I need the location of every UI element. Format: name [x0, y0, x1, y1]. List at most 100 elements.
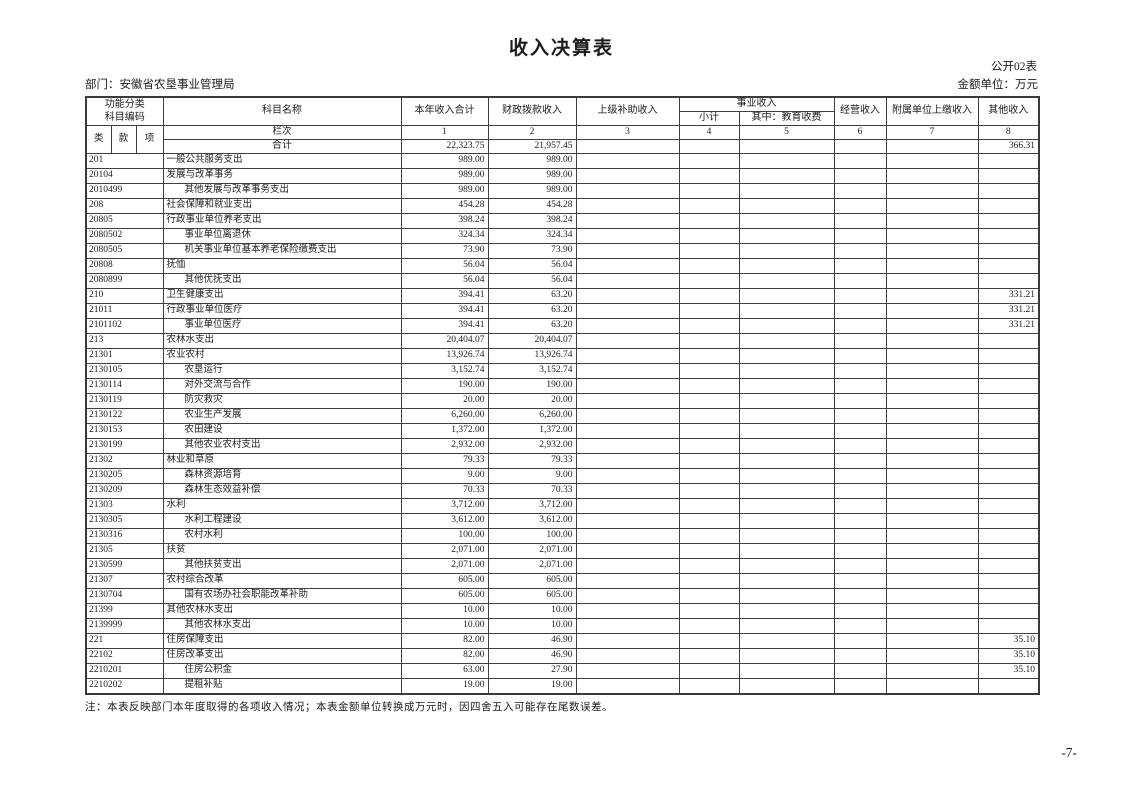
income-statement-table: 功能分类 科目编码 科目名称 本年收入合计 财政拨款收入 上级补助收入 事业收入… [85, 96, 1040, 695]
row-value-7 [885, 663, 979, 679]
row-code: 2130305 [85, 513, 164, 529]
row-value-4 [678, 603, 740, 619]
row-value-5 [738, 423, 835, 439]
row-value-7 [885, 543, 979, 559]
row-code: 2130119 [85, 393, 164, 409]
row-subject-name: 抚恤 [162, 258, 402, 274]
table-row: 2210202 提租补贴 19.00 19.00 [85, 678, 1040, 695]
row-value-2: 3,612.00 [487, 513, 577, 529]
total-value-1: 22,323.75 [400, 139, 489, 154]
row-value-7 [885, 153, 979, 169]
row-value-4 [678, 438, 740, 454]
header-business-subtotal: 小计 [678, 111, 740, 126]
row-subject-name: 农业生产发展 [162, 408, 402, 424]
row-value-5 [738, 498, 835, 514]
row-value-2: 46.90 [487, 648, 577, 664]
row-subject-name: 行政事业单位医疗 [162, 303, 402, 319]
row-value-8 [977, 513, 1040, 529]
table-row: 2130305 水利工程建设 3,612.00 3,612.00 [85, 513, 1040, 529]
row-value-1: 454.28 [400, 198, 489, 214]
row-value-4 [678, 318, 740, 334]
row-subject-name: 一般公共服务支出 [162, 153, 402, 169]
row-value-6 [833, 333, 887, 349]
header-operating-income: 经营收入 [833, 96, 887, 126]
total-value-8: 366.31 [977, 139, 1040, 154]
table-row: 21307 农村综合改革 605.00 605.00 [85, 573, 1040, 589]
row-value-1: 3,152.74 [400, 363, 489, 379]
row-subject-name: 对外交流与合作 [162, 378, 402, 394]
row-value-4 [678, 303, 740, 319]
header-func-code-line2: 科目编码 [104, 111, 145, 123]
row-value-8 [977, 543, 1040, 559]
total-value-5 [738, 139, 835, 154]
row-value-1: 989.00 [400, 168, 489, 184]
row-value-7 [885, 318, 979, 334]
row-subject-name: 住房保障支出 [162, 633, 402, 649]
table-row: 213 农林水支出 20,404.07 20,404.07 [85, 333, 1040, 349]
row-subject-name: 农业农村 [162, 348, 402, 364]
row-value-5 [738, 663, 835, 679]
row-value-8 [977, 198, 1040, 214]
row-value-2: 2,071.00 [487, 543, 577, 559]
table-row: 2130209 森林生态效益补偿 70.33 70.33 [85, 483, 1040, 499]
header-func-code: 功能分类 科目编码 [85, 96, 164, 126]
table-row: 20808 抚恤 56.04 56.04 [85, 258, 1040, 274]
row-value-1: 20.00 [400, 393, 489, 409]
row-code: 20104 [85, 168, 164, 184]
row-value-3 [575, 543, 680, 559]
header-subject-name: 科目名称 [162, 96, 402, 126]
row-value-5 [738, 273, 835, 289]
row-value-6 [833, 273, 887, 289]
row-code: 20805 [85, 213, 164, 229]
row-value-5 [738, 168, 835, 184]
table-row: 208 社会保障和就业支出 454.28 454.28 [85, 198, 1040, 214]
row-value-8 [977, 423, 1040, 439]
row-value-7 [885, 273, 979, 289]
row-value-8 [977, 363, 1040, 379]
row-value-2: 79.33 [487, 453, 577, 469]
row-value-5 [738, 573, 835, 589]
row-subject-name: 事业单位离退休 [162, 228, 402, 244]
row-subject-name: 其他农林水支出 [162, 603, 402, 619]
row-value-3 [575, 378, 680, 394]
row-value-8 [977, 678, 1040, 695]
row-value-3 [575, 513, 680, 529]
table-row: 21011 行政事业单位医疗 394.41 63.20 331.21 [85, 303, 1040, 319]
row-value-3 [575, 153, 680, 169]
row-value-8 [977, 258, 1040, 274]
row-code: 21305 [85, 543, 164, 559]
row-value-1: 9.00 [400, 468, 489, 484]
row-value-3 [575, 678, 680, 695]
header-column-index-label: 栏次 [162, 125, 402, 140]
row-value-2: 398.24 [487, 213, 577, 229]
row-value-7 [885, 648, 979, 664]
row-value-7 [885, 573, 979, 589]
row-subject-name: 防灾救灾 [162, 393, 402, 409]
row-value-8: 35.10 [977, 648, 1040, 664]
header-func-code-line1: 功能分类 [104, 99, 145, 110]
row-value-6 [833, 288, 887, 304]
row-value-3 [575, 333, 680, 349]
row-value-5 [738, 678, 835, 695]
row-value-1: 10.00 [400, 618, 489, 634]
row-value-7 [885, 438, 979, 454]
row-value-3 [575, 663, 680, 679]
row-value-4 [678, 543, 740, 559]
row-value-1: 1,372.00 [400, 423, 489, 439]
total-row-label: 合计 [162, 139, 402, 154]
row-value-5 [738, 408, 835, 424]
row-value-6 [833, 633, 887, 649]
table-row: 2010499 其他发展与改革事务支出 989.00 989.00 [85, 183, 1040, 199]
row-value-1: 3,712.00 [400, 498, 489, 514]
row-code: 210 [85, 288, 164, 304]
row-value-8 [977, 498, 1040, 514]
table-row: 2210201 住房公积金 63.00 27.90 35.10 [85, 663, 1040, 679]
row-value-2: 2,932.00 [487, 438, 577, 454]
column-index-2: 2 [487, 125, 577, 140]
table-row: 2130704 国有农场办社会职能改革补助 605.00 605.00 [85, 588, 1040, 604]
row-code: 21399 [85, 603, 164, 619]
row-value-5 [738, 288, 835, 304]
table-row: 21303 水利 3,712.00 3,712.00 [85, 498, 1040, 514]
row-value-6 [833, 468, 887, 484]
row-value-5 [738, 153, 835, 169]
